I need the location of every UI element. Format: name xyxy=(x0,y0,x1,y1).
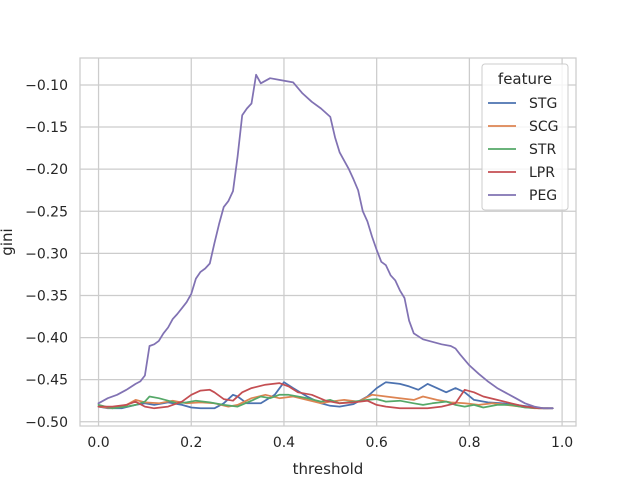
series-line-stg xyxy=(97,381,554,410)
y-axis-ticks: −0.10 −0.15 −0.20 −0.25 −0.30 −0.35 −0.40 −0.45… xyxy=(25,78,68,431)
x-axis-ticks: 0.0 0.2 0.4 0.6 0.8 1.0 xyxy=(87,435,573,451)
legend-box xyxy=(481,63,569,211)
x-tick-label: 0.8 xyxy=(458,435,480,451)
legend-label-str: STR xyxy=(529,142,556,158)
y-tick-label: −0.20 xyxy=(25,162,68,178)
series-line-str xyxy=(97,393,554,410)
x-tick-label: 0.6 xyxy=(366,435,388,451)
x-tick-label: 0.4 xyxy=(273,435,295,451)
series-lines xyxy=(97,73,554,410)
legend-title: feature xyxy=(498,70,552,88)
legend-label-lpr: LPR xyxy=(529,165,555,181)
legend-label-scg: SCG xyxy=(529,119,559,135)
x-tick-label: 0.0 xyxy=(87,435,109,451)
legend-label-peg: PEG xyxy=(529,188,557,204)
x-tick-label: 1.0 xyxy=(551,435,573,451)
y-tick-label: −0.10 xyxy=(25,78,68,94)
y-tick-label: −0.45 xyxy=(25,373,68,389)
y-tick-label: −0.40 xyxy=(25,331,68,347)
x-tick-label: 0.2 xyxy=(180,435,202,451)
x-axis-title: threshold xyxy=(293,460,364,478)
series-line-lpr xyxy=(97,382,554,410)
y-axis-title: gini xyxy=(0,228,16,255)
series-line-peg xyxy=(97,73,554,410)
y-tick-label: −0.25 xyxy=(25,204,68,220)
y-tick-label: −0.30 xyxy=(25,246,68,262)
legend-label-stg: STG xyxy=(529,96,557,112)
y-tick-label: −0.15 xyxy=(25,120,68,136)
y-tick-label: −0.35 xyxy=(25,288,68,304)
legend: feature STG SCG STR LPR PEG xyxy=(481,63,569,211)
y-tick-label: −0.50 xyxy=(25,415,68,431)
